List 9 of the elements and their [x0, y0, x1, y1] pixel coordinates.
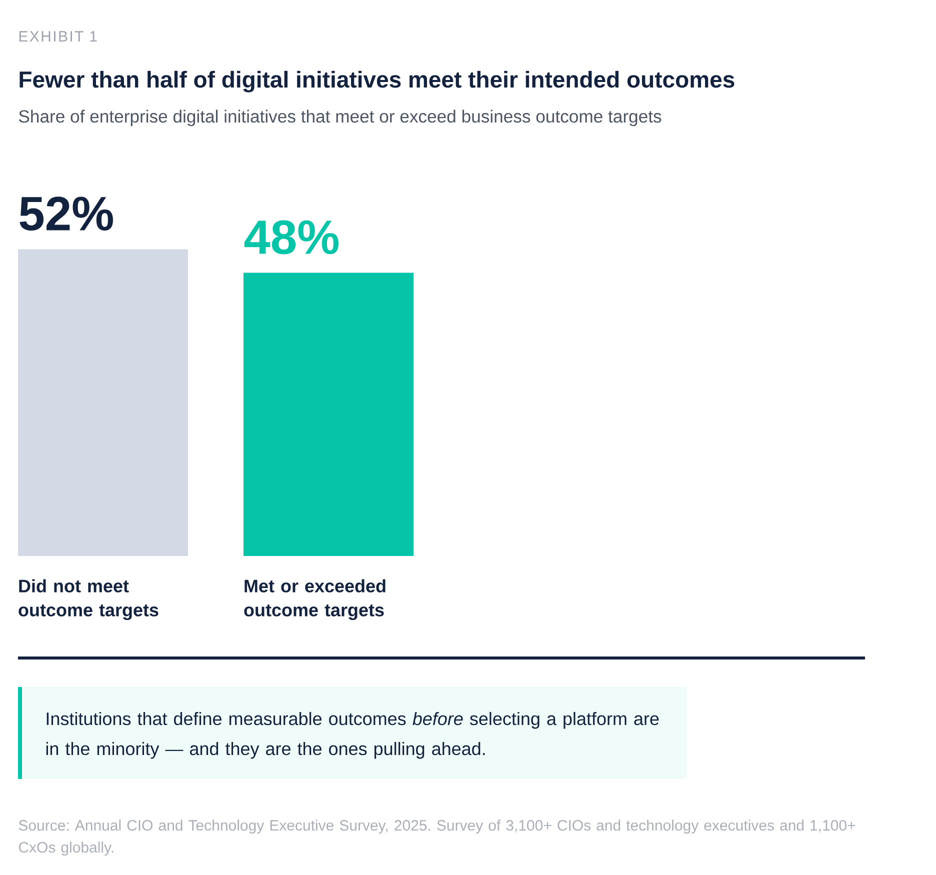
x-tick-label: Did not meet outcome targets: [18, 579, 158, 620]
data-label: 52%: [20, 196, 113, 231]
chart-subtitle: Share of enterprise digital initiatives that meet or exceed business outcome targets: [19, 110, 662, 126]
source-note: Source: Annual CIO and Technology Executive Survey, 2025. Survey of 3,100+ CIOs and technology executives and 1,100+ CxOs globally.: [18, 820, 856, 856]
text: Institutions that define measurable outcomes before selecting a platform are in the minority — and they are the ones pulling ahead.: [46, 712, 659, 759]
data-label: 48%: [244, 220, 338, 254]
text: EXHIBIT 1: [19, 31, 97, 42]
chart-title: Fewer than half of digital initiatives meet their intended outcomes: [20, 70, 734, 92]
x-tick-label: Met or exceeded outcome targets: [244, 579, 386, 620]
